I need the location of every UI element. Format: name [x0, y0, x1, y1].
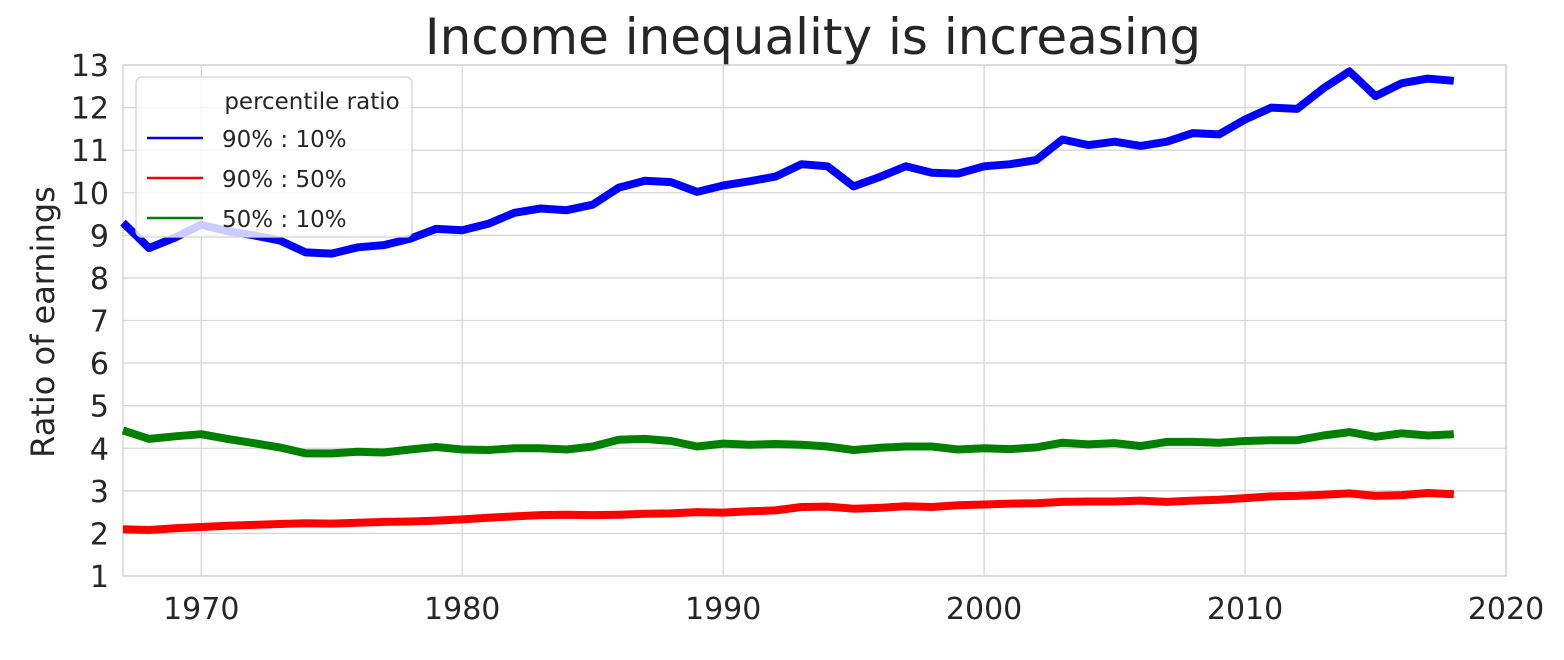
x-tick-label: 1990 — [685, 592, 761, 627]
y-tick-label: 12 — [71, 92, 109, 127]
y-tick-label: 9 — [90, 219, 109, 254]
y-tick-label: 5 — [90, 390, 109, 425]
plot-frame — [122, 64, 1507, 577]
legend: percentile ratio 90% : 10% 90% : 50% 50% :… — [135, 76, 413, 238]
series-line — [122, 489, 1454, 534]
series-line — [121, 426, 1454, 458]
x-tick-label: 2000 — [946, 592, 1022, 627]
y-tick-label: 7 — [90, 305, 109, 340]
y-tick-label: 3 — [90, 475, 109, 510]
x-tick-label: 1970 — [163, 592, 239, 627]
legend-box — [135, 76, 413, 238]
y-tick-label: 13 — [71, 49, 109, 84]
chart-title: Income inequality is increasing — [425, 8, 1201, 66]
x-tick-label: 2020 — [1468, 592, 1544, 627]
series-layer — [120, 67, 1455, 534]
series-line — [120, 67, 1455, 258]
y-axis-label: Ratio of earnings — [24, 186, 62, 458]
x-tick-label: 1980 — [424, 592, 500, 627]
legend-entry-label: 90% : 10% — [222, 127, 347, 153]
x-tick-label: 2010 — [1207, 592, 1283, 627]
y-tick-label: 1 — [90, 560, 109, 595]
legend-entry-label: 90% : 50% — [222, 167, 347, 193]
y-tick-label: 10 — [71, 177, 109, 212]
legend-entry-label: 50% : 10% — [222, 207, 347, 233]
legend-entries: 90% : 10% 90% : 50% 50% : 10% — [147, 127, 347, 233]
y-tick-label: 2 — [90, 517, 109, 552]
y-tick-label: 4 — [90, 432, 109, 467]
y-tick-label: 6 — [90, 347, 109, 382]
y-tick-label: 11 — [71, 134, 109, 169]
legend-title: percentile ratio — [224, 89, 399, 115]
y-tick-label: 8 — [90, 262, 109, 297]
